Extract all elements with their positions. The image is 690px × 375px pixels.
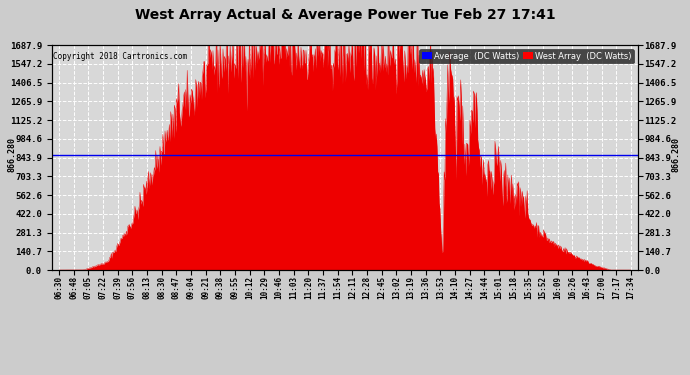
Text: 866.280: 866.280 (8, 137, 17, 172)
Text: 866.280: 866.280 (672, 137, 681, 172)
Text: West Array Actual & Average Power Tue Feb 27 17:41: West Array Actual & Average Power Tue Fe… (135, 9, 555, 22)
Legend: Average  (DC Watts), West Array  (DC Watts): Average (DC Watts), West Array (DC Watts… (419, 49, 634, 63)
Text: Copyright 2018 Cartronics.com: Copyright 2018 Cartronics.com (53, 52, 187, 61)
